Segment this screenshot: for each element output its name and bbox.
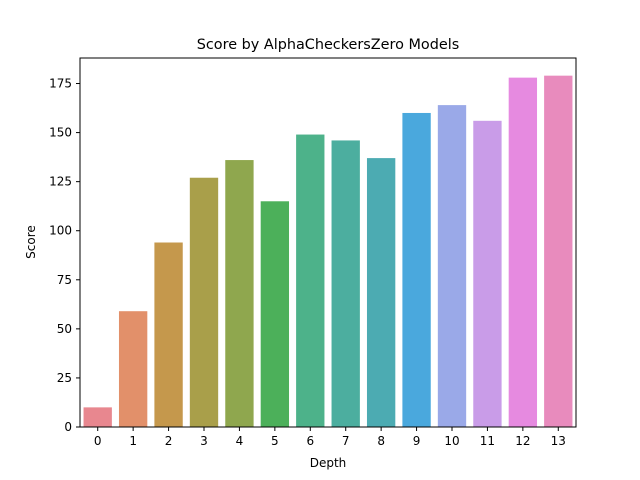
x-tick-label: 10 bbox=[444, 434, 459, 448]
x-tick-label: 13 bbox=[551, 434, 566, 448]
x-tick-label: 2 bbox=[165, 434, 173, 448]
x-tick-label: 8 bbox=[377, 434, 385, 448]
bar-depth-11 bbox=[473, 120, 502, 427]
bar-depth-1 bbox=[118, 311, 148, 427]
bar-depth-6 bbox=[296, 134, 325, 428]
x-tick-label: 3 bbox=[200, 434, 208, 448]
bar-depth-7 bbox=[331, 140, 360, 427]
x-axis-label: Depth bbox=[310, 456, 347, 470]
y-tick-label: 150 bbox=[49, 126, 72, 140]
bar-depth-8 bbox=[366, 158, 396, 427]
x-tick-label: 4 bbox=[236, 434, 244, 448]
bar-depth-5 bbox=[260, 201, 290, 427]
x-tick-label: 1 bbox=[129, 434, 137, 448]
y-axis-label: Score bbox=[24, 225, 38, 259]
bar-depth-3 bbox=[189, 177, 219, 427]
x-tick-label: 7 bbox=[342, 434, 350, 448]
bar-depth-0 bbox=[83, 407, 112, 427]
bar-depth-9 bbox=[402, 112, 431, 428]
x-tick-label: 9 bbox=[413, 434, 421, 448]
chart-title: Score by AlphaCheckersZero Models bbox=[197, 37, 459, 53]
bar-depth-2 bbox=[154, 242, 183, 427]
bar-depth-12 bbox=[508, 77, 538, 427]
x-tick-label: 5 bbox=[271, 434, 279, 448]
y-tick-label: 0 bbox=[64, 420, 72, 434]
y-tick-label: 50 bbox=[57, 322, 72, 336]
y-tick-label: 100 bbox=[49, 224, 72, 238]
x-tick-label: 12 bbox=[515, 434, 530, 448]
x-tick-label: 6 bbox=[306, 434, 314, 448]
y-tick-label: 75 bbox=[57, 273, 72, 287]
bar-depth-10 bbox=[437, 105, 467, 428]
bar-depth-4 bbox=[225, 160, 254, 427]
plot-frame bbox=[79, 57, 577, 428]
bar-depth-13 bbox=[544, 75, 573, 427]
y-tick-label: 25 bbox=[57, 371, 72, 385]
y-tick-label: 125 bbox=[49, 175, 72, 189]
y-tick-label: 175 bbox=[49, 77, 72, 91]
x-tick-label: 0 bbox=[94, 434, 102, 448]
x-tick-label: 11 bbox=[480, 434, 495, 448]
